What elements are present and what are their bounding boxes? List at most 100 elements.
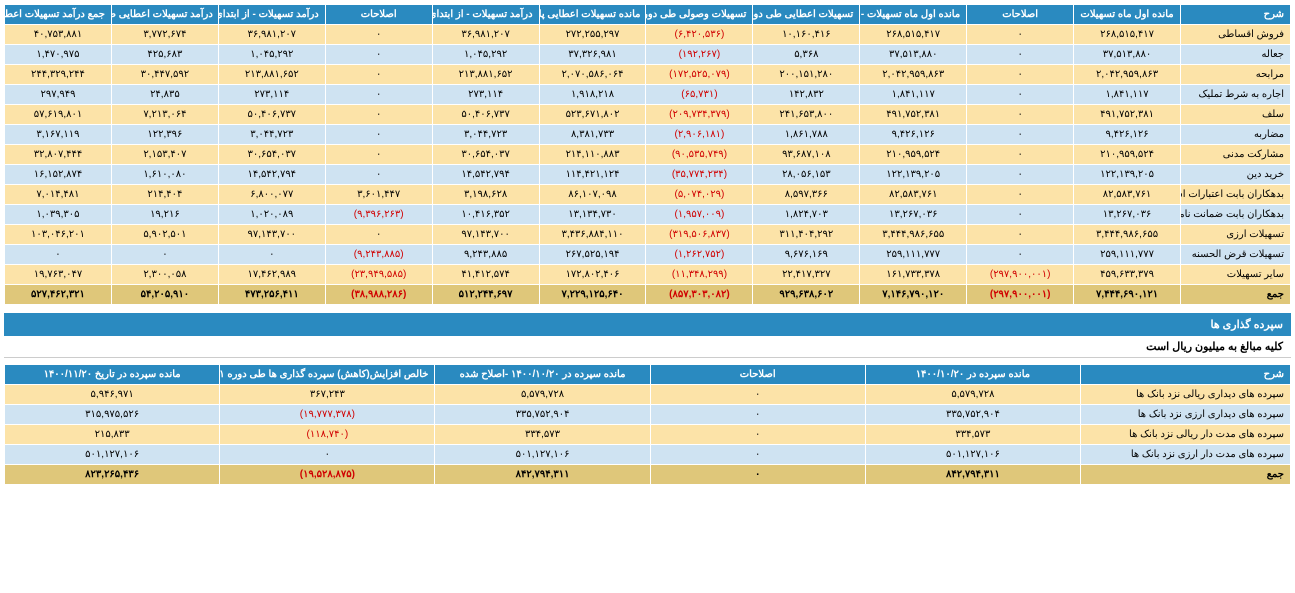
cell: تسهیلات قرض الحسنه	[1181, 245, 1291, 265]
cell: ۰	[967, 105, 1074, 125]
col-header: مانده اول ماه تسهیلات - اصلاح شده	[860, 5, 967, 25]
cell: ۰	[967, 185, 1074, 205]
cell: ۸۶,۱۰۷,۰۹۸	[539, 185, 646, 205]
cell: (۲,۹۰۶,۱۸۱)	[646, 125, 753, 145]
cell: ۸۴۲,۷۹۴,۳۱۱	[865, 465, 1080, 485]
cell: ۰	[650, 405, 865, 425]
cell: ۳۳۵,۷۵۲,۹۰۴	[435, 405, 650, 425]
cell: ۸,۵۹۷,۳۶۶	[753, 185, 860, 205]
cell: ۳,۷۷۲,۶۷۴	[111, 25, 218, 45]
cell: ۱۷۲,۸۰۲,۴۰۶	[539, 265, 646, 285]
cell: (۲۰۹,۷۳۴,۳۷۹)	[646, 105, 753, 125]
cell: ۵۰,۴۰۶,۷۳۷	[218, 105, 325, 125]
cell: ۲۶۷,۵۲۵,۱۹۴	[539, 245, 646, 265]
cell: ۰	[967, 85, 1074, 105]
cell: (۱,۹۵۷,۰۰۹)	[646, 205, 753, 225]
cell: ۸۲,۵۸۳,۷۶۱	[860, 185, 967, 205]
cell: جمع	[1081, 465, 1291, 485]
cell: ۲۱۴,۴۰۴	[111, 185, 218, 205]
cell: ۳۳۵,۷۵۲,۹۰۴	[865, 405, 1080, 425]
cell: جمع	[1181, 285, 1291, 305]
cell: ۳۷,۵۱۳,۸۸۰	[1074, 45, 1181, 65]
col-header: شرح	[1081, 365, 1291, 385]
cell: سپرده های دیداری ارزی نزد بانک ها	[1081, 405, 1291, 425]
col-header: مانده سپرده در ۱۴۰۰/۱۰/۲۰ -اصلاح شده	[435, 365, 650, 385]
cell: ۳۰,۶۵۴,۰۳۷	[432, 145, 539, 165]
cell: ۰	[967, 65, 1074, 85]
cell: ۲۸,۰۵۶,۱۵۳	[753, 165, 860, 185]
cell: ۰	[325, 65, 432, 85]
cell: فروش اقساطی	[1181, 25, 1291, 45]
cell: ۷,۴۴۴,۶۹۰,۱۲۱	[1074, 285, 1181, 305]
cell: ۱,۸۴۱,۱۱۷	[1074, 85, 1181, 105]
cell: ۸۴۲,۷۹۴,۳۱۱	[435, 465, 650, 485]
cell: ۳۶,۹۸۱,۲۰۷	[218, 25, 325, 45]
cell: ۰	[325, 45, 432, 65]
cell: ۳,۱۶۷,۱۱۹	[5, 125, 112, 145]
cell: ۳۱۵,۹۷۵,۵۲۶	[5, 405, 220, 425]
deposits-section-title: سپرده گذاری ها	[4, 313, 1291, 336]
cell: (۹,۲۴۳,۸۸۵)	[325, 245, 432, 265]
cell: ۵,۳۶۸	[753, 45, 860, 65]
cell: اجاره به شرط تملیک	[1181, 85, 1291, 105]
cell: ۱۹,۲۱۶	[111, 205, 218, 225]
cell: ۳۶,۹۸۱,۲۰۷	[432, 25, 539, 45]
cell: ۰	[967, 125, 1074, 145]
cell: (۳۸,۹۸۸,۲۸۶)	[325, 285, 432, 305]
cell: (۱۱,۳۴۸,۲۹۹)	[646, 265, 753, 285]
cell: (۲۳,۹۴۹,۵۸۵)	[325, 265, 432, 285]
cell: ۴۹۱,۷۵۲,۳۸۱	[860, 105, 967, 125]
cell: ۲۵۹,۱۱۱,۷۷۷	[860, 245, 967, 265]
cell: تسهیلات ارزی	[1181, 225, 1291, 245]
cell: ۰	[967, 165, 1074, 185]
cell: ۴۲۵,۶۸۳	[111, 45, 218, 65]
cell: ۷,۰۱۴,۴۸۱	[5, 185, 112, 205]
cell: جعاله	[1181, 45, 1291, 65]
cell: بدهکاران بابت اعتبارات اسنادی پرداخت شده	[1181, 185, 1291, 205]
cell: ۹,۲۴۳,۸۸۵	[432, 245, 539, 265]
cell: ۲۵۹,۱۱۱,۷۷۷	[1074, 245, 1181, 265]
cell: ۱۰,۴۱۶,۳۵۲	[432, 205, 539, 225]
deposits-section-subtitle: کلیه مبالغ به میلیون ریال است	[4, 336, 1291, 358]
total-row: جمع۸۴۲,۷۹۴,۳۱۱۰۸۴۲,۷۹۴,۳۱۱(۱۹,۵۲۸,۸۷۵)۸۲…	[5, 465, 1291, 485]
cell: ۰	[650, 465, 865, 485]
cell: ۳۰,۴۴۷,۵۹۲	[111, 65, 218, 85]
cell: ۵۰۱,۱۲۷,۱۰۶	[435, 445, 650, 465]
cell: ۰	[967, 145, 1074, 165]
cell: ۰	[967, 245, 1074, 265]
cell: ۵,۹۴۶,۹۷۱	[5, 385, 220, 405]
col-header: مانده اول ماه تسهیلات	[1074, 5, 1181, 25]
table-row: تسهیلات قرض الحسنه۲۵۹,۱۱۱,۷۷۷۰۲۵۹,۱۱۱,۷۷…	[5, 245, 1291, 265]
cell: ۱,۸۴۱,۱۱۷	[860, 85, 967, 105]
table-row: سپرده های دیداری ریالی نزد بانک ها۵,۵۷۹,…	[5, 385, 1291, 405]
cell: ۹۲۹,۶۳۸,۶۰۲	[753, 285, 860, 305]
cell: ۱,۸۶۱,۷۸۸	[753, 125, 860, 145]
cell: (۲۹۷,۹۰۰,۰۰۱)	[967, 265, 1074, 285]
cell: ۰	[220, 445, 435, 465]
cell: (۹۰,۵۳۵,۷۴۹)	[646, 145, 753, 165]
col-header: درآمد تسهیلات اعطایی طی دوره یک ماهه منت…	[111, 5, 218, 25]
table-row: بدهکاران بابت اعتبارات اسنادی پرداخت شده…	[5, 185, 1291, 205]
cell: ۰	[967, 25, 1074, 45]
cell: ۴۵۹,۶۳۳,۳۷۹	[1074, 265, 1181, 285]
cell: ۰	[650, 445, 865, 465]
col-header: جمع درآمد تسهیلات اعطایی از ابتدای سال م…	[5, 5, 112, 25]
cell: سپرده های مدت دار ارزی نزد بانک ها	[1081, 445, 1291, 465]
table-row: مشارکت مدنی۲۱۰,۹۵۹,۵۲۴۰۲۱۰,۹۵۹,۵۲۴۹۳,۶۸۷…	[5, 145, 1291, 165]
cell: ۲۷۳,۱۱۴	[432, 85, 539, 105]
cell: ۳,۴۴۴,۹۸۶,۶۵۵	[1074, 225, 1181, 245]
table-row: سپرده های مدت دار ارزی نزد بانک ها ۵۰۱,۱۲…	[5, 445, 1291, 465]
cell: ۲۱۰,۹۵۹,۵۲۴	[1074, 145, 1181, 165]
cell: ۱۷,۴۶۲,۹۸۹	[218, 265, 325, 285]
table-row: جعاله۳۷,۵۱۳,۸۸۰۰۳۷,۵۱۳,۸۸۰۵,۳۶۸(۱۹۲,۲۶۷)…	[5, 45, 1291, 65]
cell: ۲۱۳,۸۸۱,۶۵۲	[218, 65, 325, 85]
cell: ۲۷۳,۱۱۴	[218, 85, 325, 105]
cell: ۲,۰۴۲,۹۵۹,۸۶۳	[860, 65, 967, 85]
table-row: سپرده های مدت دار ریالی نزد بانک ها۳۳۴,۵…	[5, 425, 1291, 445]
cell: ۱۲۲,۱۳۹,۲۰۵	[860, 165, 967, 185]
cell: ۰	[325, 165, 432, 185]
cell: ۳۰,۶۵۴,۰۳۷	[218, 145, 325, 165]
cell: بدهکاران بابت ضمانت نامه های پرداخت شده	[1181, 205, 1291, 225]
cell: ۹۷,۱۴۳,۷۰۰	[432, 225, 539, 245]
col-header: تسهیلات وصولی طی دوره	[646, 5, 753, 25]
